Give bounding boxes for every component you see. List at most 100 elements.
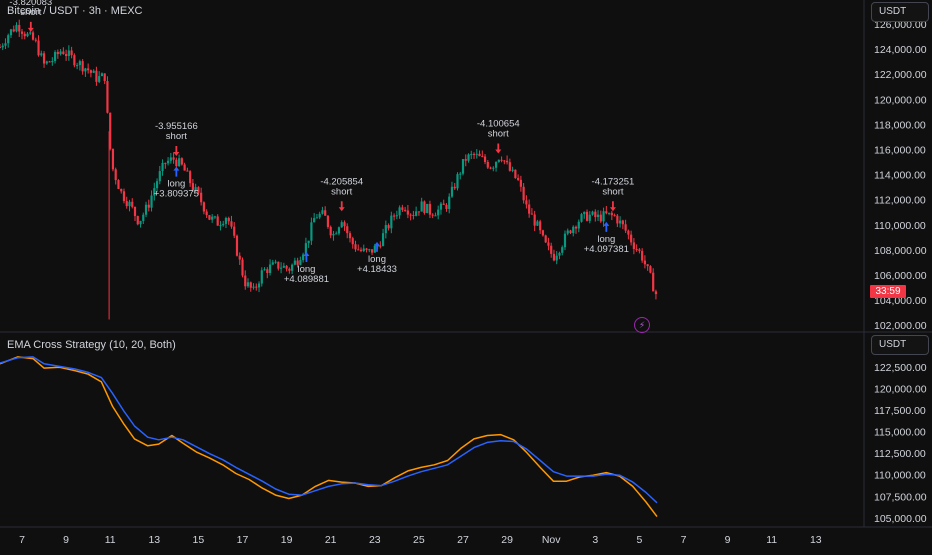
main-y-tick-4: 118,000.00	[874, 119, 926, 131]
indicator-y-tick-6: 107,500.00	[874, 491, 927, 503]
candle	[536, 219, 539, 226]
candle	[481, 150, 484, 158]
candle	[213, 215, 217, 219]
signal-label: long	[368, 254, 386, 265]
candle	[450, 181, 454, 198]
indicator-unit-button[interactable]: USDT	[871, 335, 929, 355]
candle	[596, 210, 600, 221]
x-tick-2: 11	[105, 534, 116, 546]
candle	[379, 241, 382, 249]
currency-unit-button[interactable]: USDT	[871, 2, 929, 22]
x-tick-13: 3	[592, 534, 598, 546]
long-signal-2: long+3.809375	[154, 166, 199, 200]
candle	[530, 208, 534, 215]
candle	[155, 178, 159, 193]
candle	[335, 231, 338, 235]
candle	[109, 112, 112, 151]
candle	[122, 188, 126, 204]
main-candles	[0, 19, 658, 320]
candle	[654, 289, 658, 300]
candle	[277, 261, 280, 271]
candle	[18, 19, 21, 37]
candle	[434, 212, 437, 217]
long-signal-8: long+4.097381	[584, 221, 629, 255]
candle	[87, 63, 90, 74]
candle	[310, 217, 313, 245]
candle	[605, 205, 608, 215]
long-arrow-icon	[603, 221, 610, 232]
candle	[420, 197, 423, 212]
x-tick-18: 13	[810, 534, 822, 546]
candle	[359, 247, 363, 253]
signal-label: long	[167, 179, 185, 190]
indicator-y-tick-2: 117,500.00	[874, 405, 926, 417]
candle	[257, 281, 261, 293]
bolt-icon[interactable]: ⚡	[634, 317, 650, 333]
candle	[128, 199, 131, 212]
candle	[235, 234, 239, 257]
signal-label: short	[488, 129, 509, 140]
main-y-tick-8: 110,000.00	[874, 220, 926, 232]
candle	[569, 229, 572, 235]
candle	[313, 212, 316, 223]
indicator-y-tick-1: 120,000.00	[874, 383, 927, 395]
candle	[478, 150, 481, 157]
candle	[139, 220, 142, 228]
candle	[566, 228, 569, 236]
candle	[412, 210, 415, 220]
x-tick-6: 19	[281, 534, 293, 546]
candle	[103, 73, 106, 85]
candle	[131, 198, 134, 209]
candle	[641, 248, 644, 263]
candle	[268, 259, 272, 276]
candle	[252, 283, 255, 290]
main-y-tick-6: 114,000.00	[874, 170, 926, 182]
candle	[230, 215, 233, 229]
signal-profit: +4.18433	[357, 264, 397, 275]
x-tick-12: Nov	[542, 534, 561, 546]
signal-label: long	[597, 234, 615, 245]
candle	[59, 48, 62, 56]
candle	[635, 244, 638, 252]
time-axis: 7 9 11 13 15 17 19 21 23 25 27 29 Nov 3 5 7 9 11 13	[19, 534, 822, 546]
candle	[227, 216, 230, 225]
candle	[291, 263, 294, 275]
signal-label: short	[331, 186, 352, 197]
candle	[404, 206, 407, 212]
candle	[354, 240, 357, 252]
candle	[200, 187, 203, 206]
candle	[324, 206, 327, 216]
candle	[12, 25, 15, 33]
candle	[153, 182, 156, 201]
candle	[31, 30, 35, 41]
main-y-tick-9: 108,000.00	[874, 245, 927, 257]
candle	[646, 264, 649, 271]
candle	[583, 211, 586, 219]
candle	[84, 67, 87, 77]
candle	[172, 152, 175, 164]
candle	[461, 159, 465, 176]
candle	[144, 201, 148, 218]
signal-profit: +4.089881	[284, 274, 329, 285]
signal-label: long	[297, 264, 315, 275]
candle	[161, 159, 164, 176]
candle	[539, 219, 542, 235]
candle	[423, 200, 426, 215]
candle	[92, 69, 95, 73]
candle	[73, 53, 76, 68]
candle	[180, 157, 183, 166]
candle	[40, 50, 43, 57]
main-signals: -3.820083short-3.955166shortlong+3.80937…	[9, 0, 634, 285]
candle	[4, 38, 7, 50]
indicator-y-tick-3: 115,000.00	[874, 427, 926, 439]
candle	[183, 162, 186, 171]
indicator-title: EMA Cross Strategy (10, 20, Both)	[7, 339, 176, 351]
candle	[42, 51, 46, 68]
candle	[95, 66, 98, 86]
candle	[610, 210, 613, 221]
candle	[238, 252, 241, 265]
candle	[337, 226, 341, 236]
candle	[390, 211, 393, 234]
candle	[233, 222, 236, 239]
